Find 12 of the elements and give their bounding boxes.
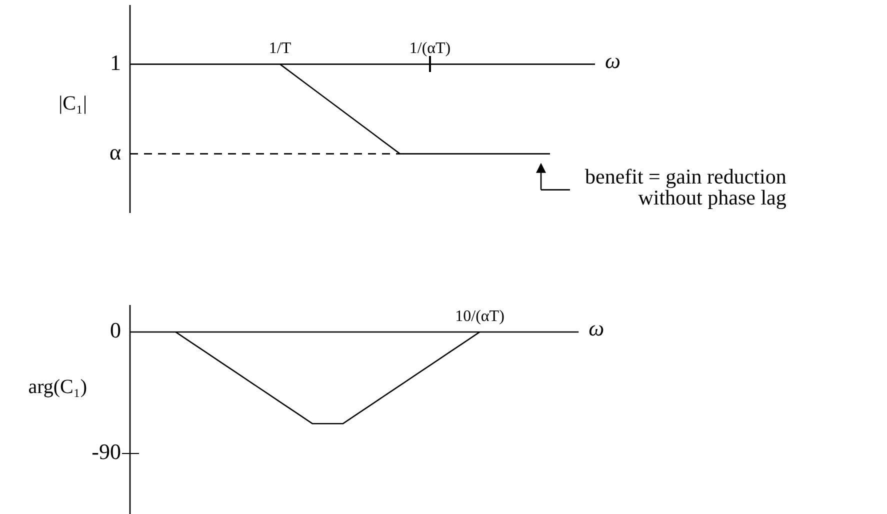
y-tick-label: 0	[110, 318, 121, 343]
x-tick-label: 1/T	[268, 40, 292, 58]
text: α	[109, 140, 122, 165]
text: benefit = gain reduction without phase lag	[584, 164, 787, 210]
x-axis-title: ω	[605, 48, 621, 73]
y-tick-label: -90	[92, 439, 121, 464]
x-axis-title: ω	[588, 316, 604, 341]
y-axis-title: |C₁|	[58, 92, 87, 114]
x-tick-label: 10/(αT)	[455, 308, 504, 325]
y-axis-title: arg(C₁)	[28, 376, 87, 398]
x-tick-label: 1/(αT)	[409, 40, 451, 58]
text: 1	[110, 50, 121, 75]
